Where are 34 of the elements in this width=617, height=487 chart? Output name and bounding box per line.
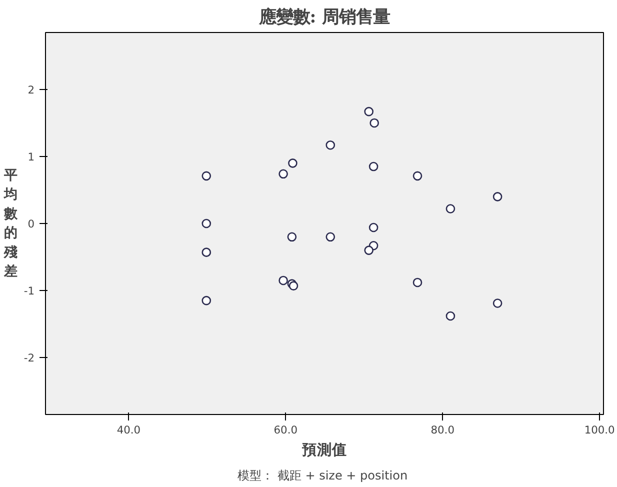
point — [326, 232, 336, 242]
point — [370, 118, 379, 128]
x-tick-label: 60.0 — [274, 424, 298, 436]
chart-title: 應變數: 周销售量 — [258, 8, 390, 28]
point — [288, 158, 298, 168]
point — [202, 218, 212, 228]
y-tick-label: 0 — [28, 218, 35, 230]
point — [202, 171, 212, 181]
x-tick-label: 100.0 — [584, 424, 616, 436]
point — [368, 222, 378, 232]
point — [492, 192, 502, 202]
point — [202, 248, 212, 257]
point — [446, 204, 456, 214]
point — [287, 232, 297, 242]
point — [364, 246, 374, 255]
text: 模型： 截距 + size + position — [238, 468, 408, 482]
point — [446, 311, 456, 321]
y-tick-label: 1 — [28, 150, 34, 164]
point — [412, 171, 422, 181]
y-tick-label: 2 — [28, 83, 34, 96]
x-tick-label: 40.0 — [116, 424, 141, 436]
point — [202, 296, 212, 306]
point — [412, 278, 422, 288]
point — [278, 169, 288, 179]
x-tick-label: 80.0 — [430, 424, 455, 436]
point — [368, 162, 378, 172]
y-tick-label: -2 — [24, 352, 35, 365]
point — [326, 140, 336, 150]
point — [364, 106, 374, 116]
point — [278, 276, 288, 286]
x-axis-title: 預測值 — [301, 442, 347, 458]
y-tick-label: -1 — [24, 284, 35, 298]
y-axis-title: 平均數的殘差 — [2, 168, 18, 280]
point — [492, 298, 502, 308]
